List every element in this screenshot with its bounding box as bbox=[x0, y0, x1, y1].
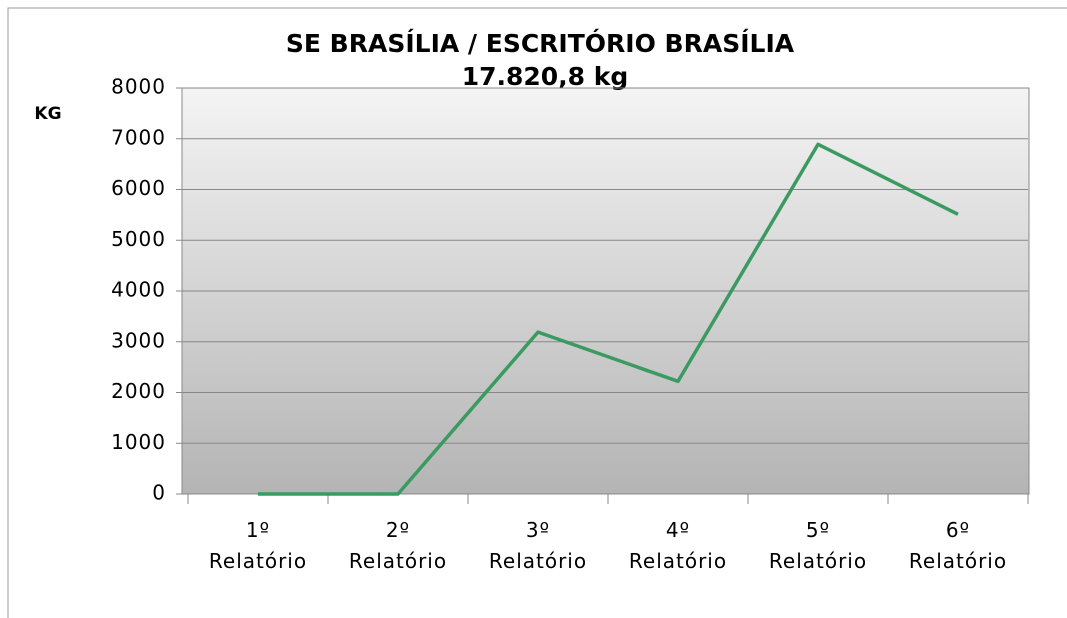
y-tick-label: 3000 bbox=[111, 328, 166, 352]
frame bbox=[7, 7, 1067, 618]
chart-title: SE BRASÍLIA / ESCRITÓRIO BRASÍLIA bbox=[286, 28, 795, 58]
data-line bbox=[258, 142, 959, 496]
x-tick-label: 3º Relatório bbox=[488, 518, 588, 573]
y-tick-label: 4000 bbox=[111, 278, 166, 302]
y-tick-label: 5000 bbox=[111, 227, 166, 251]
x-tick-label: 5º Relatório bbox=[768, 518, 868, 573]
y-tick-label: 1000 bbox=[111, 430, 166, 454]
y-tick-label: 8000 bbox=[111, 75, 166, 99]
y-axis-label: KG bbox=[34, 104, 61, 124]
chart-subtitle: 17.820,8 kg bbox=[462, 62, 629, 91]
y-tick-label: 2000 bbox=[111, 379, 166, 403]
x-tick-label: 6º Relatório bbox=[908, 518, 1008, 573]
y-tick-label: 6000 bbox=[111, 176, 166, 200]
y-tick-label: 0 bbox=[152, 481, 166, 505]
x-tick-label: 1º Relatório bbox=[208, 518, 308, 573]
y-tick-label: 7000 bbox=[111, 125, 166, 149]
x-tick-label: 4º Relatório bbox=[628, 518, 728, 573]
x-tick-label: 2º Relatório bbox=[348, 518, 448, 573]
